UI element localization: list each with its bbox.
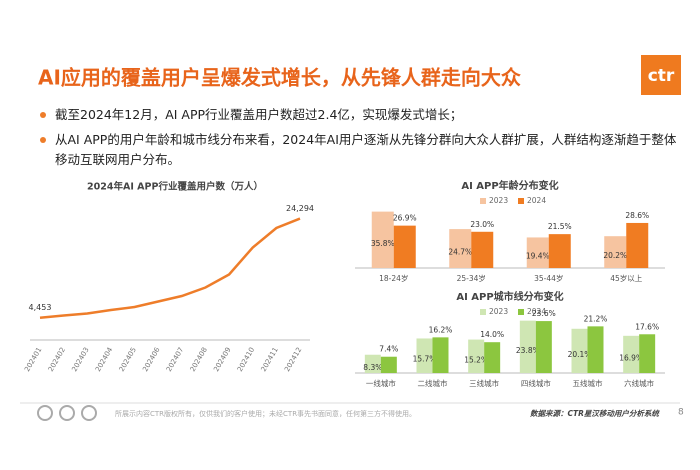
- x-tick-label: 一线城市: [366, 378, 396, 388]
- x-tick-label: 二线城市: [418, 378, 448, 388]
- x-tick-label: 202403: [70, 346, 90, 373]
- bar: [371, 211, 394, 268]
- page-number: 8: [678, 408, 684, 418]
- data-label: 21.2%: [584, 314, 608, 323]
- bar: [484, 342, 501, 373]
- bar: [587, 326, 604, 373]
- badge: [59, 405, 75, 421]
- x-tick-label: 202405: [118, 346, 138, 373]
- chart-title: AI APP城市线分布变化: [456, 290, 563, 303]
- x-tick-label: 25-34岁: [457, 273, 486, 283]
- data-label: 28.6%: [625, 211, 649, 220]
- x-tick-label: 四线城市: [521, 378, 551, 388]
- legend-swatch: [480, 309, 486, 315]
- bullet: 从AI APP的用户年龄和城市线分布来看，2024年AI用户逐渐从先锋分群向大众…: [55, 132, 677, 167]
- data-label: 35.8%: [371, 239, 395, 248]
- legend-swatch: [480, 198, 486, 204]
- data-label: 16.2%: [429, 325, 453, 334]
- x-tick-label: 202411: [260, 346, 280, 373]
- logo-box: [641, 55, 681, 95]
- bar: [639, 334, 656, 373]
- source: 数据来源：CTR星汉移动用户分析系统: [530, 409, 660, 418]
- slide-title: AI应用的覆盖用户呈爆发式增长，从先锋人群走向大众: [38, 66, 521, 90]
- copyright: 所展示内容CTR版权所有，仅供我们的客户使用；未经CTR事先书面同意，任何第三方…: [115, 409, 416, 418]
- bar: [432, 337, 449, 373]
- bar: [535, 321, 552, 373]
- bar: [380, 356, 397, 373]
- bullet: 截至2024年12月，AI APP行业覆盖用户数超过2.4亿，实现爆发式增长；: [55, 107, 463, 122]
- legend-swatch: [518, 198, 524, 204]
- data-label: 19.4%: [526, 252, 550, 261]
- x-tick-label: 202406: [141, 346, 162, 374]
- x-tick-label: 三线城市: [469, 378, 499, 388]
- bar: [623, 335, 640, 373]
- bar: [364, 354, 381, 373]
- logo: ctr: [648, 66, 675, 86]
- x-tick-label: 202409: [212, 346, 232, 373]
- x-tick-label: 202404: [94, 346, 115, 374]
- legend-label: 2024: [527, 307, 546, 316]
- bullet-dot: [40, 137, 46, 143]
- x-tick-label: 202410: [236, 346, 256, 373]
- x-tick-label: 18-24岁: [379, 273, 408, 283]
- data-label: 17.6%: [635, 322, 659, 331]
- bar: [471, 231, 494, 268]
- bar: [526, 237, 549, 268]
- chart-title: 2024年AI APP行业覆盖用户数（万人）: [87, 181, 263, 193]
- bar: [519, 320, 536, 373]
- data-label: 14.0%: [480, 330, 504, 339]
- data-label: 23.6%: [532, 309, 556, 318]
- data-label: 20.2%: [603, 251, 627, 260]
- x-tick-label: 202407: [165, 346, 185, 373]
- bullet-dot: [40, 112, 46, 118]
- data-label: 26.9%: [393, 214, 417, 223]
- line: [39, 217, 301, 319]
- legend-label: 2024: [527, 196, 546, 205]
- data-label: 24,294: [286, 204, 314, 213]
- legend-label: 2023: [489, 196, 508, 205]
- x-tick-label: 202401: [23, 346, 43, 373]
- badge: [37, 405, 53, 421]
- badge: [81, 405, 97, 421]
- data-label: 16.9%: [619, 353, 643, 362]
- x-tick-label: 202408: [189, 346, 209, 373]
- x-tick-label: 202402: [47, 346, 67, 373]
- x-tick-label: 35-44岁: [534, 273, 563, 283]
- data-label: 8.3%: [363, 363, 382, 372]
- x-tick-label: 202412: [283, 346, 303, 373]
- bar: [626, 222, 649, 268]
- bar: [548, 234, 571, 268]
- data-label: 23.0%: [470, 220, 494, 229]
- chart-title: AI APP年龄分布变化: [461, 179, 558, 192]
- x-tick-label: 45岁以上: [610, 273, 643, 283]
- data-label: 21.5%: [548, 222, 572, 231]
- data-label: 15.2%: [464, 355, 488, 364]
- legend-swatch: [518, 309, 524, 315]
- legend-label: 2023: [489, 307, 508, 316]
- data-label: 23.8%: [516, 346, 540, 355]
- x-tick-label: 五线城市: [573, 378, 603, 388]
- bar: [468, 339, 485, 373]
- data-label: 4,453: [29, 303, 52, 312]
- bar: [393, 225, 416, 268]
- bar: [416, 338, 433, 373]
- bar: [604, 236, 627, 268]
- data-label: 20.1%: [568, 350, 592, 359]
- data-label: 7.4%: [379, 345, 398, 354]
- bar: [571, 328, 588, 373]
- data-label: 24.7%: [448, 248, 472, 257]
- data-label: 15.7%: [413, 355, 437, 364]
- bar: [449, 229, 472, 268]
- x-tick-label: 六线城市: [624, 378, 654, 388]
